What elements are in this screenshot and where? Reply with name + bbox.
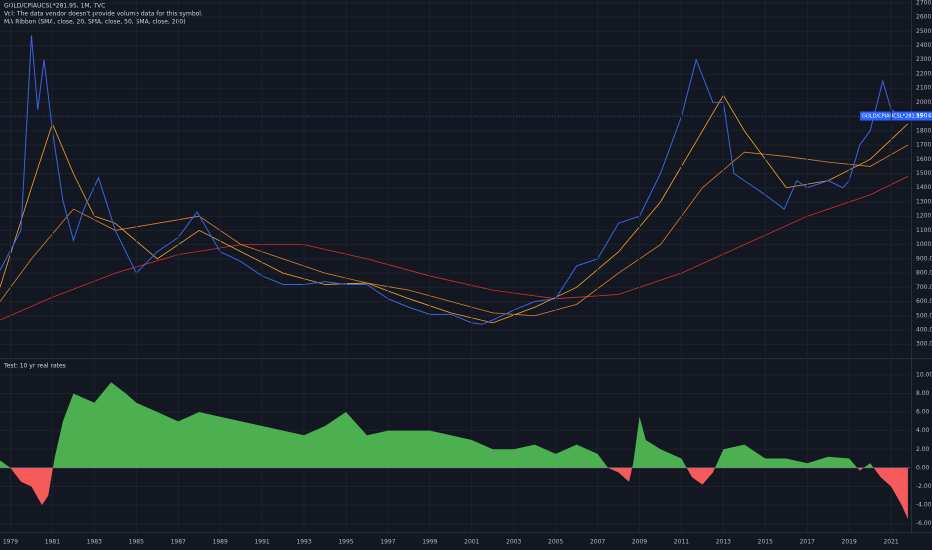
y-tick-label: 1000.00	[916, 241, 932, 248]
x-tick-label: 2021	[883, 539, 898, 546]
y-tick-label: 1500.00	[916, 170, 932, 177]
y-tick-label: 1100.00	[916, 227, 932, 234]
x-tick-label: 2015	[758, 539, 773, 546]
area	[0, 382, 908, 519]
y-tick-label: 1400.00	[916, 184, 932, 191]
x-tick-label: 2009	[632, 539, 647, 546]
y-tick-label: 6.00	[916, 409, 930, 416]
last-price-label: 1904.20	[916, 113, 932, 120]
x-tick-label: 2003	[506, 539, 521, 546]
x-tick-label: 1987	[171, 539, 186, 546]
y-tick-label: 2000.00	[916, 99, 932, 106]
y-tick-label: 0.00	[916, 464, 930, 471]
y-tick-label: 900.00	[916, 255, 932, 262]
x-tick-label: 2013	[716, 539, 731, 546]
line-series	[0, 176, 909, 321]
x-tick-label: 2017	[800, 539, 815, 546]
line-series	[0, 35, 908, 325]
y-tick-label: 400.00	[916, 326, 932, 333]
y-tick-label: 2400.00	[916, 42, 932, 49]
x-tick-label: 2011	[674, 539, 689, 546]
y-tick-label: 2200.00	[916, 70, 932, 77]
x-tick-label: 1997	[380, 539, 395, 546]
x-tick-label: 1999	[422, 539, 437, 546]
y-tick-label: 2600.00	[916, 14, 932, 21]
x-tick-label: 1995	[338, 539, 353, 546]
x-tick-label: 1991	[254, 539, 269, 546]
y-tick-label: 8.00	[916, 390, 930, 397]
y-tick-label: -4.00	[916, 502, 932, 509]
y-tick-label: 300.00	[916, 341, 932, 348]
y-tick-label: -6.00	[916, 520, 932, 527]
subtitle: Vol: The data vendor doesn't provide vol…	[4, 11, 203, 18]
y-tick-label: 800.00	[916, 270, 932, 277]
last-price-name: GOLD/CPIAUCSL*281.95	[862, 114, 923, 120]
y-tick-label: 700.00	[916, 284, 932, 291]
last-price-tag	[860, 111, 932, 121]
y-tick-label: 2300.00	[916, 56, 932, 63]
y-tick-label: 2100.00	[916, 85, 932, 92]
line-series	[0, 144, 909, 317]
x-tick-label: 2001	[464, 539, 479, 546]
x-tick-label: 1983	[87, 539, 102, 546]
y-tick-label: 500.00	[916, 312, 932, 319]
y-tick-label: -2.00	[916, 483, 932, 490]
chart-title: Test: 10 yr real rates	[3, 363, 66, 370]
x-tick-label: 2005	[548, 539, 563, 546]
x-tick-label: 1985	[129, 539, 144, 546]
y-tick-label: 4.00	[916, 427, 930, 434]
x-tick-label: 2007	[590, 539, 605, 546]
y-tick-label: 1600.00	[916, 156, 932, 163]
y-tick-label: 2700.00	[916, 0, 932, 6]
y-tick-label: 2500.00	[916, 28, 932, 35]
x-tick-label: 1979	[3, 539, 18, 546]
x-tick-label: 1981	[45, 539, 60, 546]
x-tick-label: 1993	[296, 539, 311, 546]
y-tick-label: 10.00	[916, 371, 932, 378]
y-tick-label: 1800.00	[916, 127, 932, 134]
y-tick-label: 600.00	[916, 298, 932, 305]
y-tick-label: 2.00	[916, 446, 930, 453]
y-tick-label: 1200.00	[916, 213, 932, 220]
x-tick-label: 1989	[213, 539, 228, 546]
y-tick-label: 1300.00	[916, 198, 932, 205]
chart-title: GOLD/CPIAUCSL*281.95, 1M, TVC	[4, 3, 105, 10]
y-tick-label: 1700.00	[916, 142, 932, 149]
x-tick-label: 2019	[842, 539, 857, 546]
